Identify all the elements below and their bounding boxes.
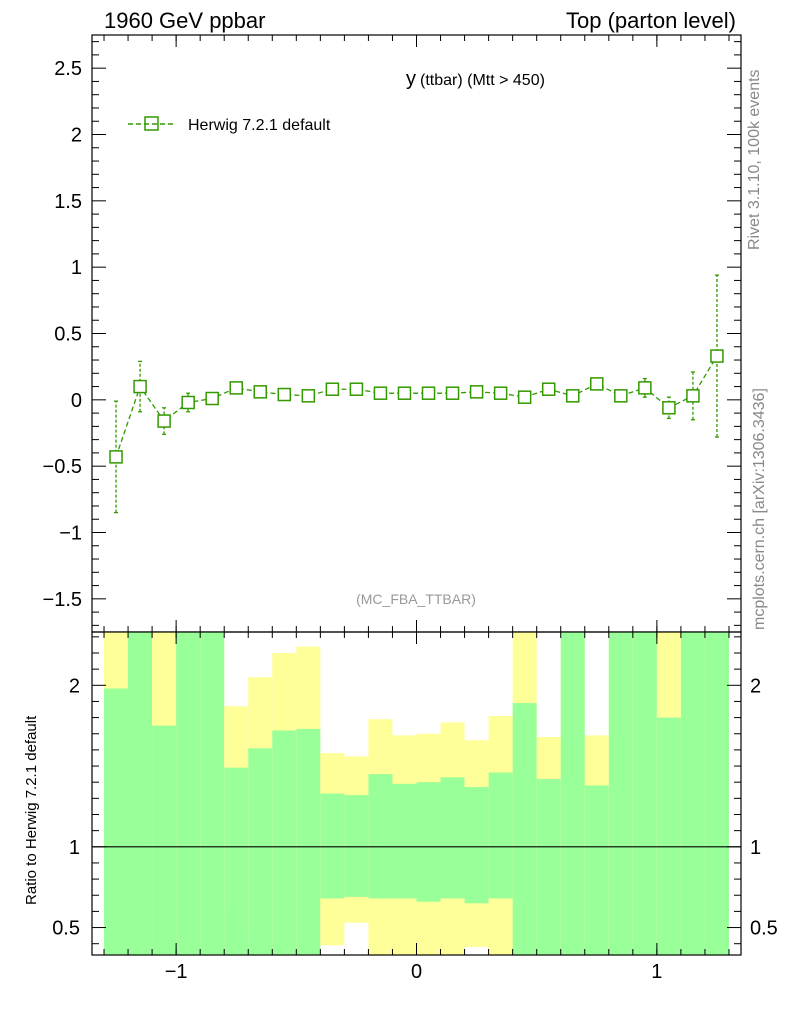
x-tick-label: −1 <box>165 961 188 983</box>
data-point <box>421 386 436 400</box>
y-tick-label: 1 <box>71 257 82 279</box>
ratio-inner-band <box>296 728 321 955</box>
ratio-y-tick-label-left: 0.5 <box>52 918 80 940</box>
ratio-inner-band <box>584 785 609 955</box>
ratio-y-tick-label-left: 2 <box>69 675 80 697</box>
plot-title-sub: (ttbar) (Mtt > 450) <box>420 72 545 89</box>
ratio-inner-band <box>512 703 537 955</box>
ratio-inner-band <box>368 774 393 899</box>
rivet-side-label: Rivet 3.1.10, 100k events <box>746 69 763 250</box>
y-tick-label: 2.5 <box>54 58 82 80</box>
data-point <box>181 395 195 410</box>
data-point <box>590 377 604 391</box>
ratio-y-tick-label-right: 0.5 <box>750 918 778 940</box>
ratio-inner-band <box>176 632 201 955</box>
data-point <box>205 391 219 406</box>
ratio-inner-band <box>680 632 705 955</box>
data-point <box>614 389 628 403</box>
y-tick-label: −1.5 <box>43 589 82 611</box>
legend-label: Herwig 7.2.1 default <box>188 117 331 134</box>
plot-title: y <box>406 68 416 90</box>
data-point <box>565 389 580 403</box>
ratio-inner-band <box>608 632 633 955</box>
ratio-inner-band <box>464 787 489 904</box>
header-left-label: 1960 GeV ppbar <box>104 8 265 33</box>
data-point <box>253 385 268 399</box>
ratio-inner-band <box>704 632 729 955</box>
y-tick-label: −0.5 <box>43 456 82 478</box>
header-right-label: Top (parton level) <box>566 8 736 33</box>
data-point <box>710 349 724 363</box>
ratio-y-tick-label-left: 1 <box>69 837 80 859</box>
data-point <box>541 382 556 396</box>
x-tick-label: 1 <box>651 961 662 983</box>
ratio-inner-band <box>128 632 153 955</box>
watermark-label: (MC_FBA_TTBAR) <box>356 591 476 607</box>
ratio-inner-band <box>392 783 417 899</box>
y-tick-label: 1.5 <box>54 191 82 213</box>
series-line <box>115 355 718 458</box>
ratio-inner-band <box>536 778 561 955</box>
data-point <box>517 390 532 404</box>
ratio-y-axis-label: Ratio to Herwig 7.2.1 default <box>23 715 40 905</box>
ratio-inner-band <box>272 730 297 955</box>
data-point <box>662 401 676 415</box>
data-point <box>445 386 460 400</box>
ratio-inner-band <box>656 717 681 955</box>
ratio-inner-band <box>416 782 441 902</box>
data-point <box>109 450 123 464</box>
ratio-inner-band <box>248 748 273 955</box>
ratio-inner-band <box>152 725 177 955</box>
ratio-inner-band <box>104 688 129 955</box>
data-point <box>157 414 171 428</box>
ratio-inner-band <box>200 632 225 955</box>
y-tick-label: 0.5 <box>54 324 82 346</box>
ratio-inner-band <box>488 772 513 899</box>
y-tick-label: 2 <box>71 125 82 147</box>
y-tick-label: 0 <box>71 390 82 412</box>
data-point <box>493 386 508 400</box>
data-point <box>229 381 243 395</box>
data-point <box>397 386 412 400</box>
data-point <box>469 385 484 399</box>
ratio-inner-band <box>320 793 345 899</box>
main-plot-panel: −1.5 −1 −0.5 0 0.5 1 1.5 2 2.5 <box>43 34 742 633</box>
mcplots-side-label: mcplots.cern.ch [arXiv:1306.3436] <box>751 388 768 630</box>
data-point <box>301 389 316 403</box>
y-tick-label: −1 <box>59 523 82 545</box>
data-point <box>638 381 652 395</box>
ratio-plot-panel: −1 0 1 0.5 0.5 1 1 2 2 <box>52 631 778 983</box>
legend-marker <box>144 116 159 131</box>
data-point <box>349 382 364 396</box>
data-point <box>325 382 340 396</box>
legend: Herwig 7.2.1 default <box>128 116 331 134</box>
ratio-inner-band <box>632 632 657 955</box>
ratio-inner-band <box>560 632 585 955</box>
ratio-y-tick-label-right: 1 <box>750 837 761 859</box>
data-point <box>277 387 292 402</box>
data-point <box>133 379 147 394</box>
data-point <box>373 386 388 400</box>
ratio-inner-band <box>440 777 465 899</box>
data-point <box>686 389 700 403</box>
ratio-inner-band <box>344 795 369 897</box>
ratio-y-tick-label-right: 2 <box>750 675 761 697</box>
ratio-inner-band <box>224 767 249 955</box>
x-tick-label: 0 <box>411 961 422 983</box>
